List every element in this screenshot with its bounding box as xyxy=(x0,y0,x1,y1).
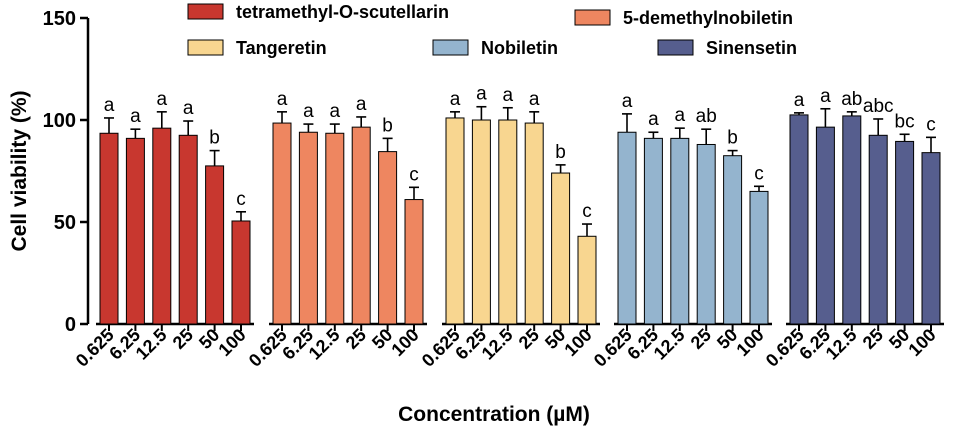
significance-label: a xyxy=(157,89,168,110)
y-tick-label: 150 xyxy=(43,8,76,30)
x-tick-label: 25 xyxy=(515,325,543,353)
significance-label: b xyxy=(382,115,393,136)
bar xyxy=(723,155,743,325)
x-tick-label: 100 xyxy=(387,325,422,360)
significance-label: a xyxy=(675,105,686,126)
x-tick-label: 25 xyxy=(169,325,197,353)
x-tick-label: 12.5 xyxy=(305,325,344,364)
legend-label: Tangeretin xyxy=(236,38,327,58)
significance-label: c xyxy=(409,164,419,185)
bar xyxy=(749,190,769,325)
significance-label: a xyxy=(330,101,341,122)
y-tick-label: 0 xyxy=(65,314,76,336)
significance-label: a xyxy=(183,98,194,119)
significance-label: bc xyxy=(895,111,915,132)
significance-label: a xyxy=(303,101,314,122)
significance-label: a xyxy=(356,94,367,115)
bar xyxy=(205,165,225,325)
y-tick-label: 50 xyxy=(54,212,76,234)
legend-swatch xyxy=(574,9,611,26)
bar xyxy=(272,122,292,325)
legend-label: tetramethyl-O-scutellarin xyxy=(236,2,449,22)
significance-label: a xyxy=(794,90,805,111)
significance-label: a xyxy=(503,85,514,106)
bar xyxy=(231,220,251,325)
bar xyxy=(99,132,119,325)
bar xyxy=(895,140,915,325)
significance-label: c xyxy=(236,189,246,210)
significance-label: ab xyxy=(696,106,717,127)
bar xyxy=(815,126,835,325)
bar xyxy=(125,137,145,325)
bar xyxy=(524,122,544,325)
significance-label: a xyxy=(529,89,540,110)
y-tick-label: 100 xyxy=(43,110,76,132)
bar xyxy=(921,152,941,325)
bar xyxy=(351,126,371,325)
legend-swatch xyxy=(432,39,469,56)
x-axis-title: Concentration (µM) xyxy=(398,403,590,426)
bar xyxy=(670,137,690,325)
y-axis-title: Cell viability (%) xyxy=(8,90,31,251)
bar xyxy=(325,132,345,325)
significance-label: a xyxy=(130,106,141,127)
bar xyxy=(868,134,888,325)
x-tick-label: 25 xyxy=(859,325,887,353)
significance-label: a xyxy=(450,89,461,110)
legend-label: 5-demethylnobiletin xyxy=(623,8,793,28)
bar xyxy=(378,151,398,325)
x-tick-label: 25 xyxy=(687,325,715,353)
significance-label: a xyxy=(277,89,288,110)
bar xyxy=(617,131,637,325)
bar xyxy=(842,115,862,325)
x-tick-label: 100 xyxy=(214,325,249,360)
legend-swatch xyxy=(187,3,224,20)
x-tick-label: 12.5 xyxy=(132,325,171,364)
legend-label: Sinensetin xyxy=(706,38,797,58)
significance-label: a xyxy=(476,84,487,105)
bar xyxy=(298,131,318,325)
x-tick-label: 12.5 xyxy=(478,325,517,364)
significance-label: c xyxy=(582,201,592,222)
bar xyxy=(404,199,424,325)
bar xyxy=(696,143,716,325)
x-tick-label: 12.5 xyxy=(650,325,689,364)
bar xyxy=(551,172,571,325)
significance-label: a xyxy=(820,86,831,107)
significance-label: a xyxy=(648,109,659,130)
bar xyxy=(471,119,491,325)
significance-label: ab xyxy=(841,89,862,110)
legend-swatch xyxy=(187,39,224,56)
significance-label: abc xyxy=(863,96,894,117)
bar xyxy=(152,127,172,325)
significance-label: c xyxy=(926,114,936,135)
significance-label: b xyxy=(555,142,566,163)
x-tick-label: 100 xyxy=(904,325,939,360)
bar xyxy=(445,117,465,325)
x-tick-label: 12.5 xyxy=(822,325,861,364)
significance-label: a xyxy=(104,95,115,116)
significance-label: c xyxy=(754,163,764,184)
significance-label: a xyxy=(622,91,633,112)
significance-label: b xyxy=(209,128,220,149)
bar xyxy=(498,119,518,325)
bar xyxy=(789,114,809,325)
legend-swatch xyxy=(657,39,694,56)
legend-label: Nobiletin xyxy=(481,38,558,58)
bar xyxy=(577,235,597,325)
x-tick-label: 25 xyxy=(342,325,370,353)
significance-label: b xyxy=(727,128,738,149)
bar xyxy=(643,137,663,325)
bar xyxy=(178,134,198,325)
